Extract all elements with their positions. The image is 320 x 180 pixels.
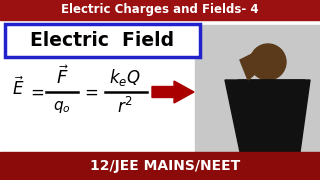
Text: $\vec{F}$: $\vec{F}$ [56, 66, 68, 88]
Bar [0, 0, 320, 20]
Bar [195, 25, 320, 152]
FancyArrow shape [152, 81, 194, 103]
Text: $q_o$: $q_o$ [53, 99, 71, 115]
Text: 12/JEE MAINS/NEET: 12/JEE MAINS/NEET [90, 159, 240, 173]
Bar [5, 24, 200, 57]
Text: $=$: $=$ [27, 83, 45, 101]
Text: $r^2$: $r^2$ [117, 97, 133, 117]
Text: $k_e Q$: $k_e Q$ [109, 66, 141, 87]
Bar [0, 152, 320, 180]
Polygon shape [225, 80, 310, 152]
Polygon shape [240, 50, 265, 80]
Text: Electric Charges and Fields- 4: Electric Charges and Fields- 4 [61, 3, 259, 17]
Text: Electric  Field: Electric Field [30, 31, 174, 51]
Polygon shape [238, 80, 305, 105]
Text: $\vec{E}$: $\vec{E}$ [12, 77, 24, 99]
Circle shape [250, 44, 286, 80]
Text: $=$: $=$ [81, 83, 99, 101]
